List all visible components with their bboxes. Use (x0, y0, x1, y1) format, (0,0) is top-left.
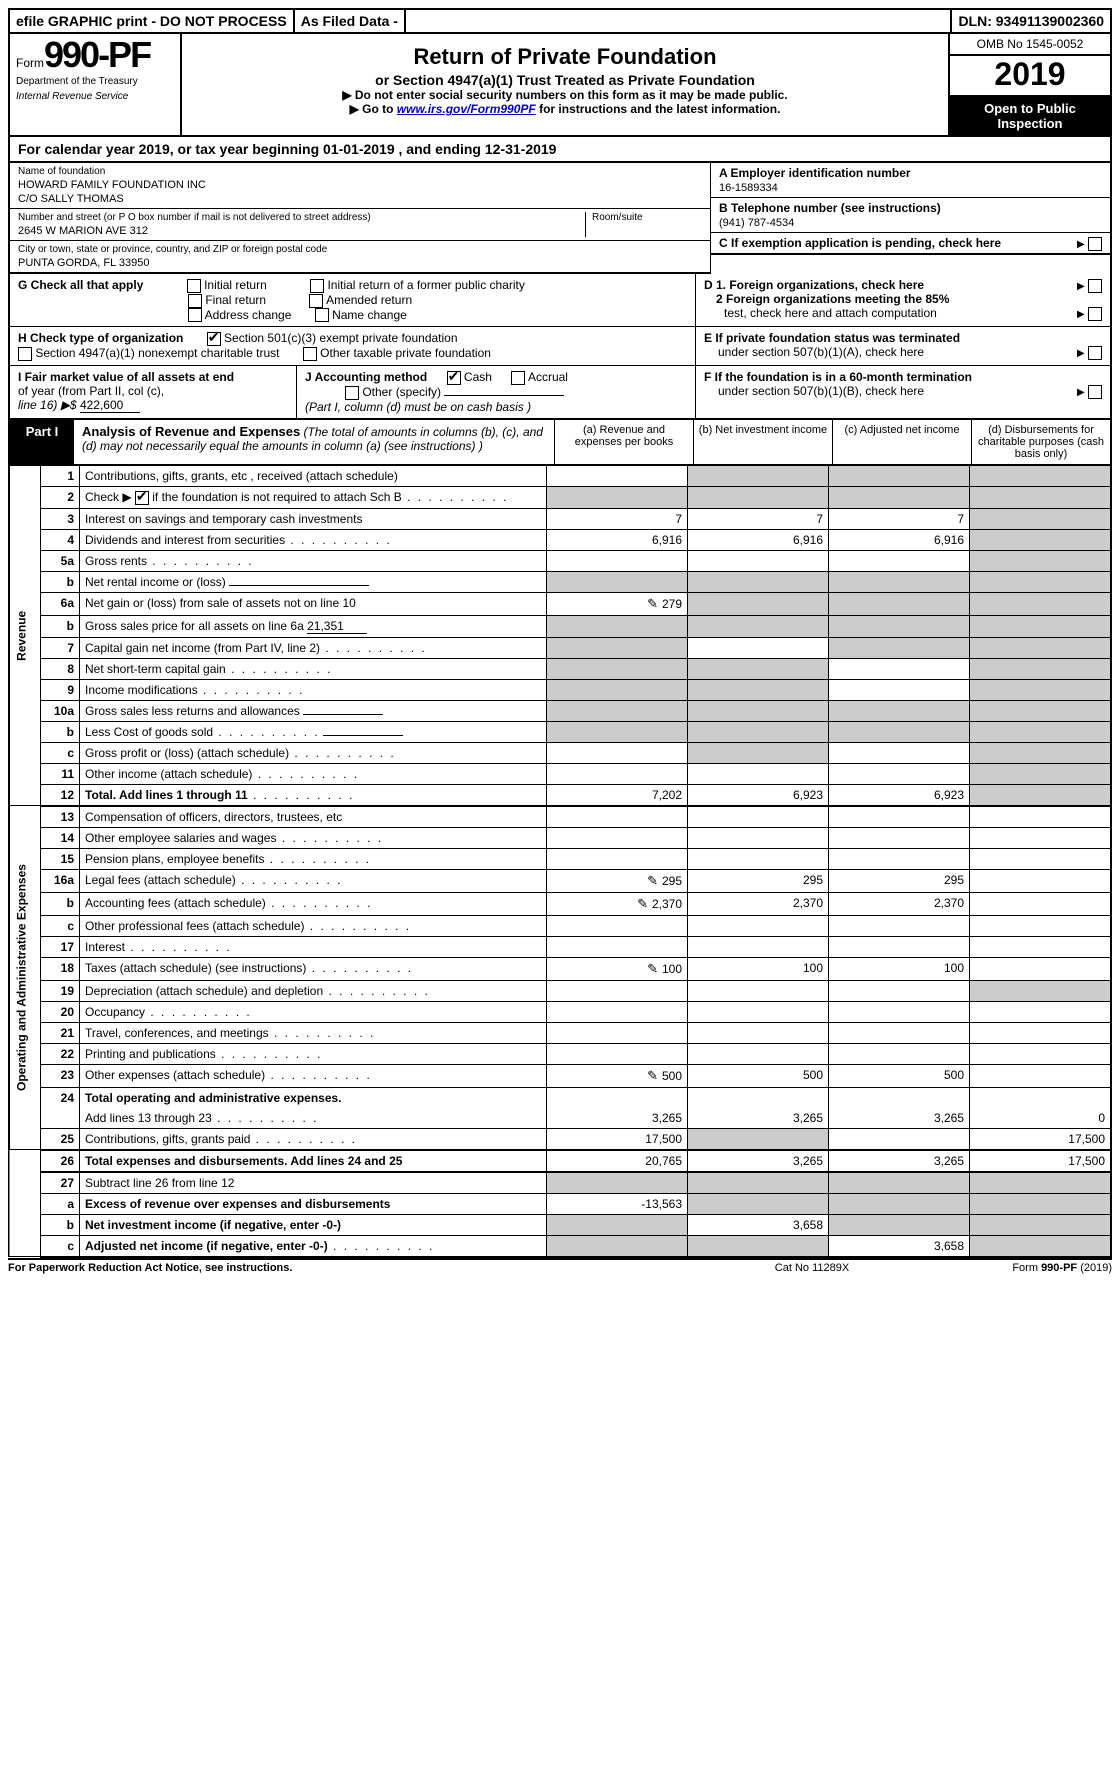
form-title: Return of Private Foundation (192, 44, 938, 70)
analysis-table: Revenue 1Contributions, gifts, grants, e… (8, 466, 1112, 1258)
efile-label: efile GRAPHIC print - DO NOT PROCESS (10, 10, 295, 32)
street-address: 2645 W MARION AVE 312 (18, 223, 579, 237)
efile-topbar: efile GRAPHIC print - DO NOT PROCESS As … (8, 8, 1112, 34)
omb-number: OMB No 1545-0052 (950, 34, 1110, 56)
schedule-icon[interactable]: ✎ (647, 596, 658, 612)
cash-checkbox[interactable] (447, 371, 461, 385)
phone: (941) 787-4534 (719, 215, 1102, 229)
foundation-name: HOWARD FAMILY FOUNDATION INC (18, 177, 702, 191)
exemption-pending-checkbox[interactable] (1088, 237, 1102, 251)
form-number: 990-PF (44, 34, 150, 75)
schedule-icon[interactable]: ✎ (647, 961, 658, 977)
identifying-info: Name of foundation HOWARD FAMILY FOUNDAT… (8, 163, 1112, 274)
501c3-checkbox[interactable] (207, 332, 221, 346)
schedule-icon[interactable]: ✎ (637, 896, 648, 912)
schedule-icon[interactable]: ✎ (647, 1068, 658, 1084)
dln: DLN: 93491139002360 (952, 10, 1110, 32)
calendar-year-line: For calendar year 2019, or tax year begi… (8, 137, 1112, 163)
form-header: Form990-PF Department of the Treasury In… (8, 34, 1112, 137)
public-inspection-badge: Open to Public Inspection (950, 97, 1110, 135)
instructions-link[interactable]: www.irs.gov/Form990PF (397, 102, 536, 116)
revenue-side-label: Revenue (9, 466, 41, 806)
part1-header: Part I Analysis of Revenue and Expenses … (8, 420, 1112, 466)
tax-year: 2019 (950, 56, 1110, 97)
expenses-side-label: Operating and Administrative Expenses (9, 806, 41, 1150)
asfiled-label: As Filed Data - (295, 10, 406, 32)
ein: 16-1589334 (719, 180, 1102, 194)
city-state-zip: PUNTA GORDA, FL 33950 (18, 255, 702, 269)
page-footer: For Paperwork Reduction Act Notice, see … (8, 1258, 1112, 1274)
schedule-icon[interactable]: ✎ (647, 873, 658, 889)
fmv-value: 422,600 (80, 398, 140, 413)
